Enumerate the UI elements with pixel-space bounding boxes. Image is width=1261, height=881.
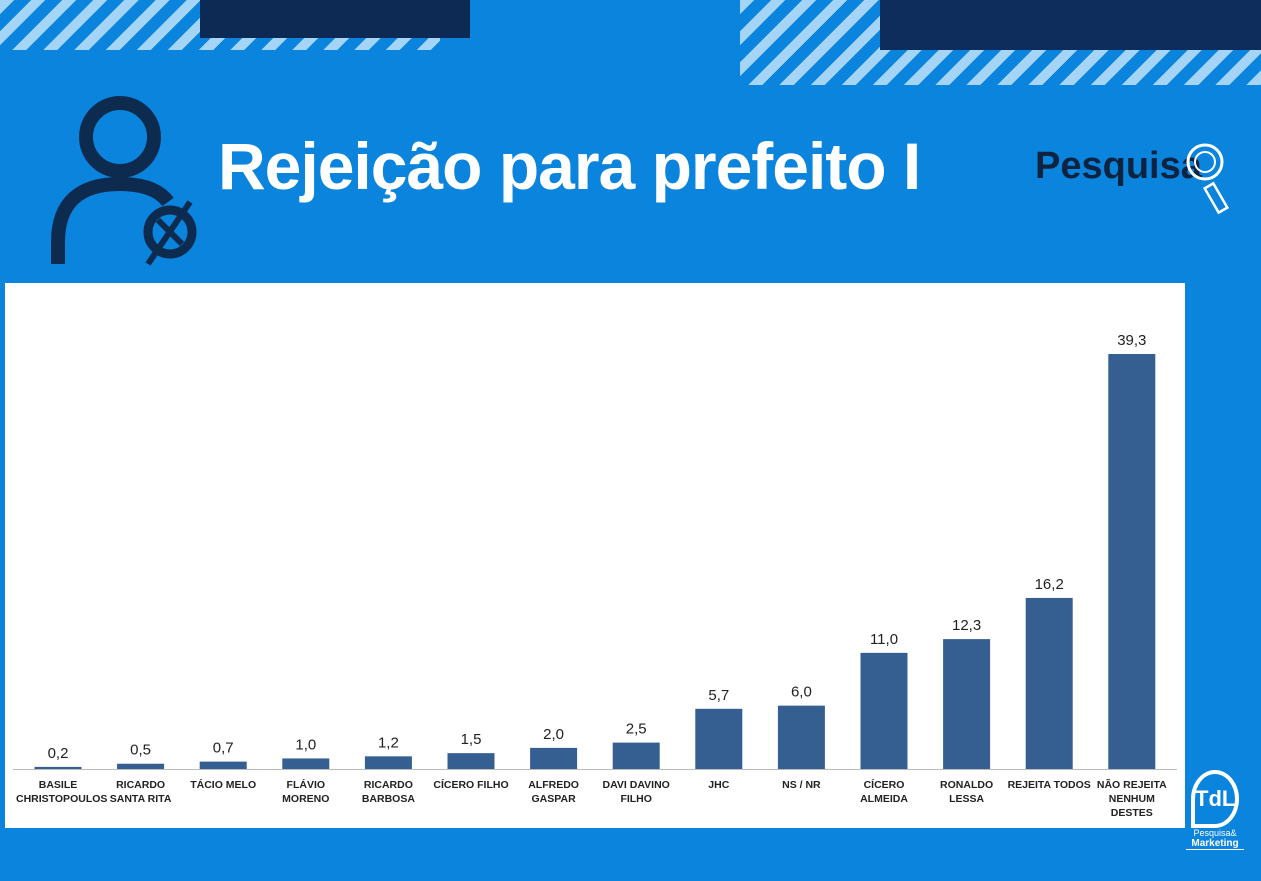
x-tick-label-6: ALFREDO GASPAR — [528, 779, 579, 805]
data-label-5: 1,5 — [461, 731, 482, 748]
x-tick-label-13: NÃO REJEITA NENHUM DESTES — [1096, 779, 1167, 819]
x-tick-label-11: RONALDO LESSA — [940, 779, 994, 805]
data-label-8: 5,7 — [708, 687, 729, 704]
bar-1 — [117, 763, 165, 769]
x-tick-label-7: DAVI DAVINO FILHO — [602, 779, 670, 805]
x-tick-label-3: FLÁVIO MORENO — [282, 779, 330, 805]
bar-4 — [364, 756, 412, 769]
x-tick-label-1: RICARDO SANTA RITA — [109, 779, 172, 805]
x-tick-label-12: REJEITA TODOS — [1007, 779, 1091, 791]
data-label-7: 2,5 — [626, 721, 647, 738]
data-label-13: 39,3 — [1117, 332, 1146, 349]
bar-12 — [1025, 597, 1073, 769]
x-tick-label-8: JHC — [708, 779, 730, 791]
bar-13 — [1108, 354, 1156, 769]
data-label-1: 0,5 — [130, 742, 151, 759]
decor-dark-left — [200, 0, 470, 38]
x-tick-label-9: NS / NR — [782, 779, 821, 791]
data-label-10: 11,0 — [870, 631, 898, 648]
logo-sub1: Pesquisa& — [1193, 828, 1237, 838]
bar-chart: 0,2 0,5 0,7 1,0 1,2 1,5 2,0 2,5 5,7 6,0 11,0 12,3 16… — [13, 332, 1177, 770]
bar-2 — [199, 761, 247, 769]
bar-0 — [34, 766, 82, 769]
brand-label: Pesquisa — [1035, 145, 1202, 187]
x-tick-label-0: BASILE CHRISTOPOULOS — [16, 779, 108, 805]
tdl-logo: TdL Pesquisa& Marketing — [1186, 770, 1244, 850]
bar-6 — [530, 747, 578, 769]
x-tick-label-10: CÍCERO ALMEIDA — [860, 779, 908, 805]
data-label-9: 6,0 — [791, 684, 812, 701]
logo-mark: TdL — [1191, 770, 1239, 828]
user-rejected-icon — [51, 96, 197, 266]
data-label-2: 0,7 — [213, 740, 234, 757]
data-label-11: 12,3 — [952, 617, 981, 634]
page-title: Rejeição para prefeito I — [218, 129, 921, 203]
data-label-3: 1,0 — [295, 736, 316, 753]
bar-7 — [612, 742, 660, 769]
bar-10 — [860, 652, 908, 769]
decor-dark-right — [880, 0, 1261, 50]
data-label-4: 1,2 — [378, 734, 399, 751]
data-label-0: 0,2 — [48, 745, 69, 762]
magnifier-icon — [1186, 143, 1230, 215]
bar-8 — [695, 708, 743, 769]
bar-3 — [282, 758, 330, 769]
data-label-6: 2,0 — [543, 726, 564, 743]
bar-5 — [447, 753, 495, 769]
logo-sub2: Marketing — [1186, 838, 1244, 850]
x-tick-label-5: CÍCERO FILHO — [433, 779, 509, 791]
chart-panel: 0,2 0,5 0,7 1,0 1,2 1,5 2,0 2,5 5,7 6,0 11,0 12,3 16… — [5, 283, 1185, 828]
bar-11 — [943, 639, 991, 769]
data-label-12: 16,2 — [1035, 576, 1064, 593]
bar-9 — [777, 705, 825, 769]
x-tick-label-4: RICARDO BARBOSA — [361, 779, 415, 805]
x-tick-label-2: TÁCIO MELO — [190, 779, 257, 791]
